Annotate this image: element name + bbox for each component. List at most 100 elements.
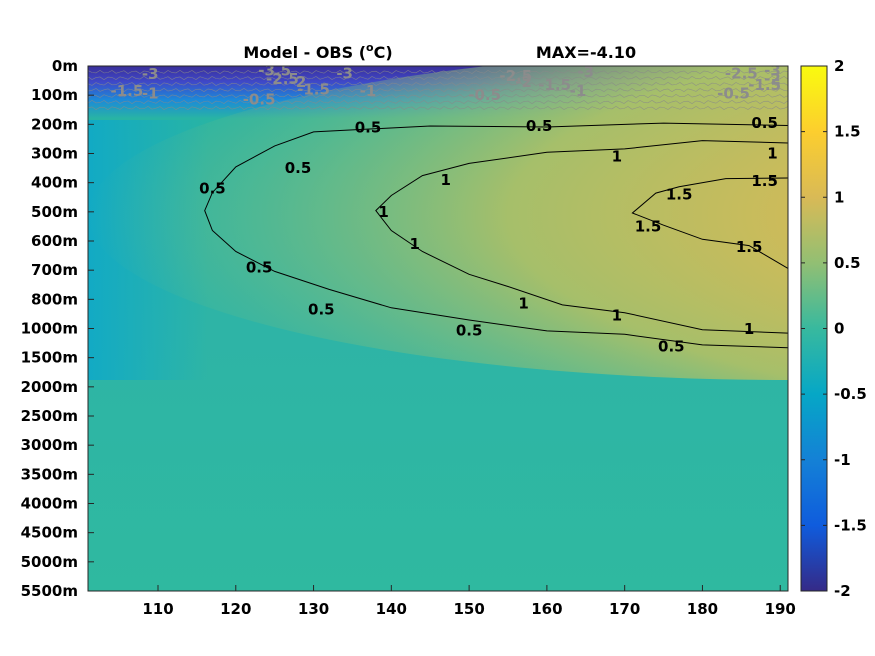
contour-label: 1 <box>409 235 419 253</box>
surface-contour-label: -1.5 <box>538 76 571 94</box>
contour-label: 0.5 <box>526 117 553 135</box>
surface-contour-label: -0.5 <box>717 85 750 103</box>
contour-label: 0.5 <box>308 301 335 319</box>
colorbar-axis: 2 1.5 1 0.5 0 -0.5 -1 -1.5 -2 <box>801 57 867 600</box>
x-tick-label: 110 <box>142 600 173 618</box>
max-label: MAX=-4.10 <box>536 43 636 62</box>
y-tick-label: 2500m <box>21 407 78 425</box>
surface-contour-label: -3 <box>764 61 781 79</box>
contour-label: 0.5 <box>751 114 778 132</box>
contour-label: 1 <box>441 171 451 189</box>
surface-contour-label: -1 <box>142 85 159 103</box>
x-tick-label: 120 <box>220 600 251 618</box>
surface-contour-line <box>88 106 788 110</box>
contour-label: 1 <box>518 295 528 313</box>
y-tick-label: 400m <box>31 174 78 192</box>
chart-title: Model - OBS (oC) <box>243 41 392 62</box>
x-axis: 110 120 130 140 150 160 170 180 190 <box>142 585 796 618</box>
contour-label: 1 <box>767 145 777 163</box>
contour-label: 1.5 <box>666 185 693 203</box>
surface-contour-line <box>88 76 788 80</box>
surface-contour-line <box>88 70 788 74</box>
y-tick-label: 200m <box>31 115 78 133</box>
contour-label: 1.5 <box>635 217 662 235</box>
warm-anomaly-region <box>88 66 788 380</box>
contour-line-0.5 <box>204 122 788 349</box>
y-tick-label: 100m <box>31 86 78 104</box>
contour-line-1 <box>375 140 788 334</box>
surface-contour-label: -2 <box>290 73 307 91</box>
y-axis: 0m 100m 200m 300m 400m 500m 600m 700m 800m 1000m 1… <box>21 57 94 600</box>
x-tick-label: 140 <box>376 600 407 618</box>
y-tick-label: 300m <box>31 145 78 163</box>
x-tick-label: 150 <box>453 600 484 618</box>
contour-label: 0.5 <box>658 338 685 356</box>
surface-contour-line <box>88 88 788 92</box>
surface-contour-label: -1.5 <box>748 76 781 94</box>
x-tick-label: 180 <box>687 600 718 618</box>
surface-contour-label: -2 <box>515 73 532 91</box>
surface-contour-line <box>88 100 788 104</box>
surface-contour-label: -2.5 <box>499 67 532 85</box>
contour-label: 0.5 <box>199 180 226 198</box>
surface-contour-line <box>88 94 788 98</box>
surface-contour-label: -3 <box>577 63 594 81</box>
contour-label: 1 <box>744 320 754 338</box>
x-tick-label: 160 <box>531 600 562 618</box>
surface-contour-label: -0.5 <box>243 91 276 109</box>
colorbar-tick-label: 1.5 <box>834 123 861 141</box>
surface-contour-label: -2.5 <box>725 64 758 82</box>
contour-label: 1.5 <box>751 172 778 190</box>
contour-label: 1.5 <box>736 238 763 256</box>
contour-line-1.5 <box>631 177 788 269</box>
surface-contour-label: -1.5 <box>110 82 143 100</box>
y-tick-label: 5000m <box>21 553 78 571</box>
x-tick-label: 170 <box>609 600 640 618</box>
y-tick-label: 4000m <box>21 495 78 513</box>
y-tick-label: 5500m <box>21 582 78 600</box>
colorbar-tick-label: -1 <box>834 451 851 469</box>
surface-contour-label: -2 <box>764 70 781 88</box>
contour-label: 1 <box>612 306 622 324</box>
y-tick-label: 1500m <box>21 349 78 367</box>
colorbar <box>800 65 828 592</box>
surface-contour-label: -2.5 <box>266 70 299 88</box>
y-tick-label: 3500m <box>21 465 78 483</box>
colorbar-tick-label: -0.5 <box>834 385 867 403</box>
contour-label: 1 <box>378 203 388 221</box>
surface-contour-line <box>88 82 788 86</box>
y-tick-label: 4500m <box>21 524 78 542</box>
surface-contour-label: -0.5 <box>468 86 501 104</box>
contour-label: 1 <box>612 147 622 165</box>
y-tick-label: 800m <box>31 290 78 308</box>
y-tick-label: 500m <box>31 203 78 221</box>
surface-contour-layer: -3 -3.5-2.5-2 -3-1.5-1 -1.5 -1-0.5-2.5-2 -1.5… <box>88 61 788 110</box>
y-tick-label: 700m <box>31 261 78 279</box>
colorbar-tick-label: 1 <box>834 188 844 206</box>
colorbar-tick-label: -2 <box>834 582 851 600</box>
contour-label: 0.5 <box>355 118 382 136</box>
surface-contour-label: -1.5 <box>297 80 330 98</box>
surface-contour-label: -3 <box>336 64 353 82</box>
y-tick-label: 1000m <box>21 320 78 338</box>
colorbar-tick-label: 0 <box>834 320 844 338</box>
colorbar-tick-label: 0.5 <box>834 254 861 272</box>
colorbar-tick-label: -1.5 <box>834 516 867 534</box>
y-tick-label: 3000m <box>21 436 78 454</box>
y-tick-label: 600m <box>31 232 78 250</box>
surface-contour-label: -1 <box>360 82 377 100</box>
surface-contour-label: -1 <box>570 82 587 100</box>
surface-contour-label: -3 <box>142 65 159 83</box>
contour-label: 0.5 <box>246 258 273 276</box>
x-tick-label: 190 <box>765 600 796 618</box>
x-tick-label: 130 <box>298 600 329 618</box>
colorbar-tick-label: 2 <box>834 57 844 75</box>
y-tick-label: 0m <box>52 57 78 75</box>
y-tick-label: 2000m <box>21 378 78 396</box>
surface-contour-label: -3.5 <box>258 61 291 79</box>
contour-label: 0.5 <box>456 321 483 339</box>
contour-label: 0.5 <box>285 159 312 177</box>
